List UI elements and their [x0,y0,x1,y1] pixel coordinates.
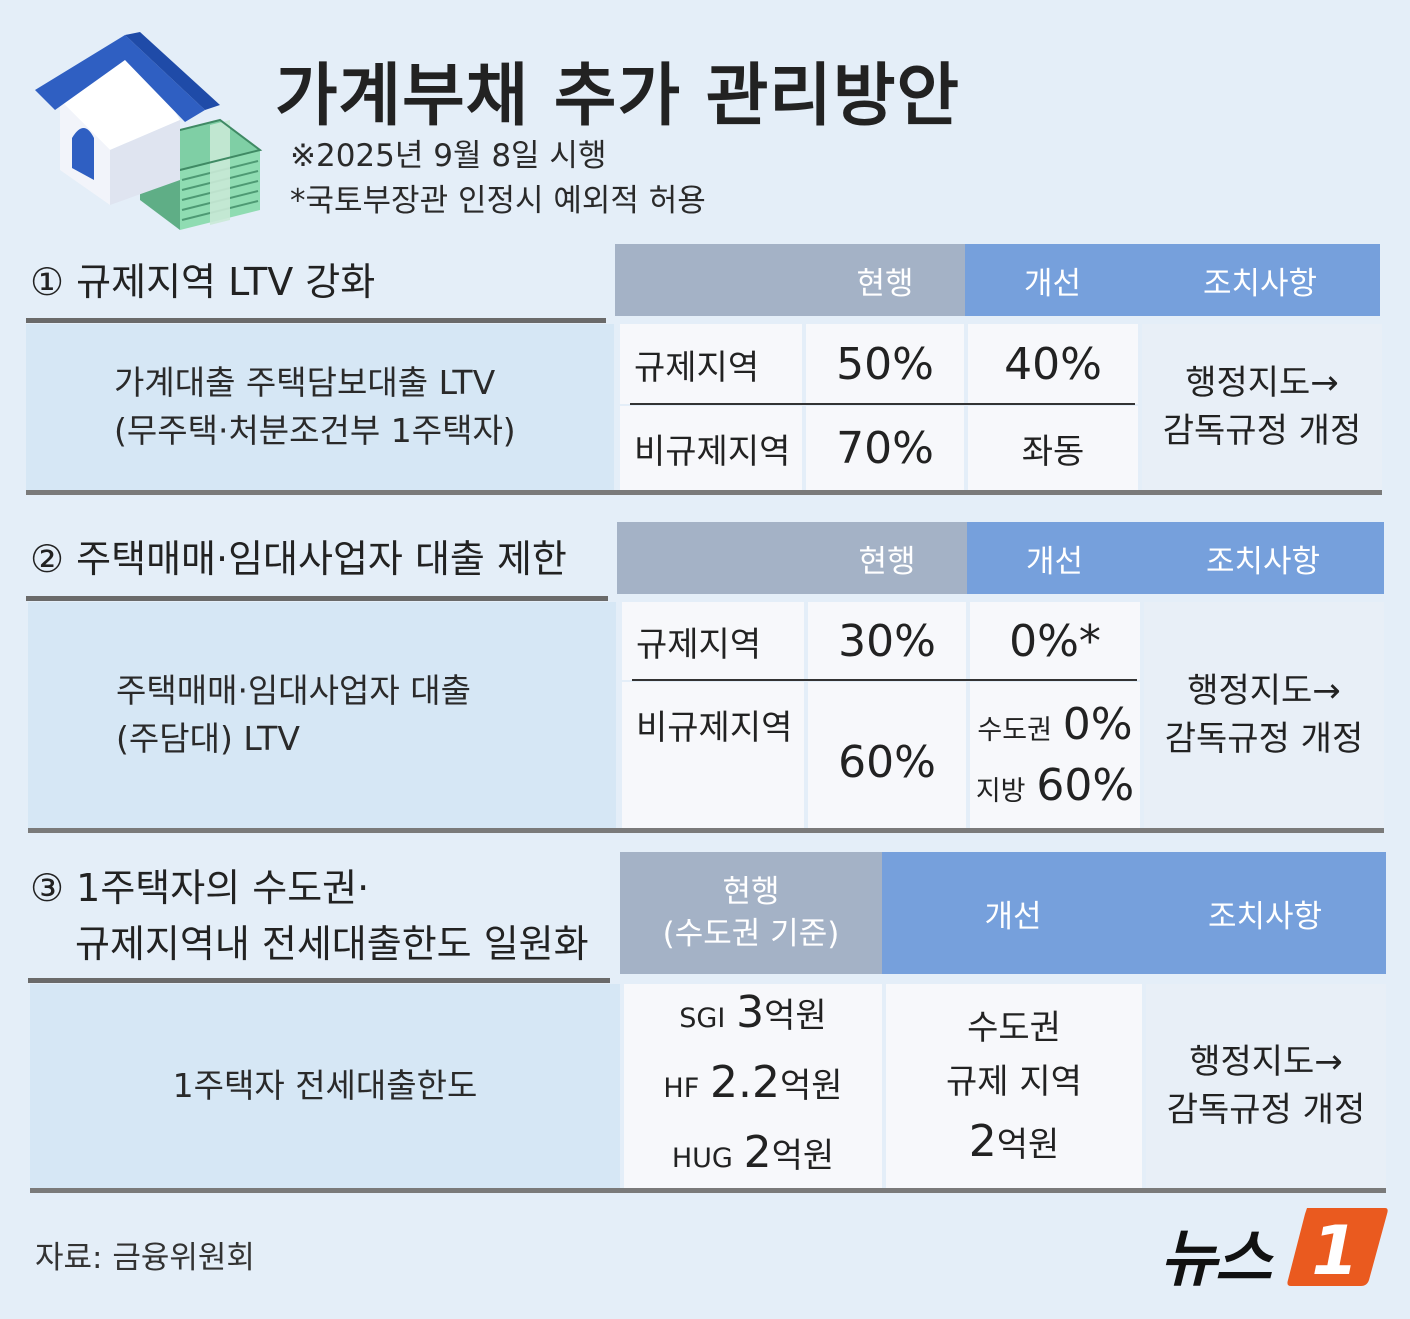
section2-header-current: 현행 [617,522,967,594]
logo-badge-icon: 1 [1287,1208,1388,1290]
logo-text: 뉴스 [1160,1222,1272,1295]
section1-label-line2: (무주택·처분조건부 1주택자) [114,411,516,450]
section1-row1-current: 50% [806,324,964,404]
section1-title: ① 규제지역 LTV 강화 [30,260,376,304]
section3-label-box: 1주택자 전세대출한도 [30,984,620,1188]
section3-header-action: 조치사항 [1144,852,1386,974]
section1-action-line1: 행정지도→ [1185,363,1339,403]
house-icon [35,32,220,205]
section3-improved-line2: 규제 지역 [946,1061,1082,1102]
section3-bottom-line [30,1188,1386,1193]
section2-row1-current: 30% [808,602,966,680]
section1-row2-region: 비규제지역 [620,406,802,490]
section1-header-action: 조치사항 [1140,244,1380,316]
section2-row1-region: 규제지역 [622,602,804,680]
section3-improved: 수도권 규제 지역 2억원 [886,984,1142,1188]
section2-bottom-line [28,828,1384,833]
section2-label-line1: 주택매매·임대사업자 대출 [116,671,471,710]
section1-row-divider [630,403,1135,405]
section2-title-underline [26,596,608,601]
section3-current-sgi: SGI 3억원 [679,987,827,1038]
page-title: 가계부채 추가 관리방안 [275,57,960,136]
section2-header-improved: 개선 [967,522,1142,594]
section2-row2-improved: 수도권 0% 지방 60% [970,682,1140,828]
exception-note: *국토부장관 인정시 예외적 허용 [290,183,706,219]
section3-action-line1: 행정지도→ [1189,1042,1343,1082]
section2-row2-current: 60% [808,682,966,828]
section1-label-line1: 가계대출 주택담보대출 LTV [114,363,496,402]
section1-label-box: 가계대출 주택담보대출 LTV (무주택·처분조건부 1주택자) [26,324,614,490]
section2-action-line1: 행정지도→ [1187,671,1341,711]
section2-improved-metro: 수도권 0% [977,699,1133,750]
section2-action-line2: 감독규정 개정 [1164,719,1364,759]
section1-row2-current: 70% [806,406,964,490]
section3-current: SGI 3억원 HF 2.2억원 HUG 2억원 [624,984,882,1188]
section2-label-box: 주택매매·임대사업자 대출 (주담대) LTV [28,602,616,828]
section2-improved-local: 지방 60% [975,760,1135,811]
section1-row1-improved: 40% [968,324,1138,404]
house-money-icon [35,32,263,230]
section3-action: 행정지도→ 감독규정 개정 [1146,984,1386,1188]
section3-label: 1주택자 전세대출한도 [172,1066,478,1105]
section3-improved-amount: 2억원 [968,1115,1060,1167]
section3-title-line1: ③ 1주택자의 수도권· [30,866,370,910]
section1-action: 행정지도→ 감독규정 개정 [1142,324,1382,490]
section3-current-hf: HF 2.2억원 [663,1057,843,1108]
section3-improved-line1: 수도권 [967,1007,1061,1048]
logo-number: 1 [1311,1212,1358,1290]
section1-header-current: 현행 [615,244,965,316]
news1-logo: 뉴스 1 [1160,1200,1390,1295]
source-credit: 자료: 금융위원회 [35,1240,255,1276]
section3-header-current: 현행 (수도권 기준) [620,852,882,974]
section1-row2-improved: 좌동 [968,406,1138,490]
section1-row1-region: 규제지역 [620,324,802,404]
section2-row2-region: 비규제지역 [622,682,804,828]
section1-header-improved: 개선 [965,244,1140,316]
effective-date-note: ※2025년 9월 8일 시행 [290,138,607,174]
section3-header-improved: 개선 [882,852,1144,974]
section3-title-line2: 규제지역내 전세대출한도 일원화 [75,922,589,966]
section2-label-line2: (주담대) LTV [116,719,300,758]
section2-header-action: 조치사항 [1142,522,1384,594]
section3-title-underline [28,978,610,983]
section2-action: 행정지도→ 감독규정 개정 [1144,602,1384,828]
section2-row1-improved: 0%* [970,602,1140,680]
section2-row-divider [632,679,1137,681]
section1-title-underline [26,318,606,323]
section3-current-hug: HUG 2억원 [671,1127,835,1178]
section2-title: ② 주택매매·임대사업자 대출 제한 [30,537,567,581]
section3-action-line2: 감독규정 개정 [1166,1090,1366,1130]
section1-bottom-line [26,490,1382,495]
section1-action-line2: 감독규정 개정 [1162,411,1362,451]
